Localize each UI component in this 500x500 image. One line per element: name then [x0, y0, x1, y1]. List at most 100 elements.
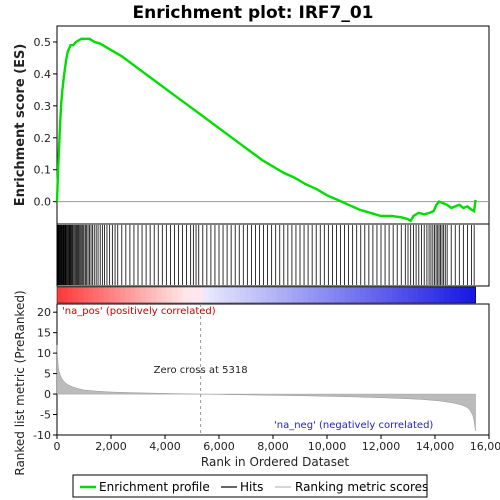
color-bar-segment	[234, 287, 241, 303]
es-y-axis-label: Enrichment score (ES)	[13, 44, 28, 207]
color-bar-segment	[381, 287, 388, 303]
color-bar-segment	[407, 287, 414, 303]
x-tick-label: 16,000	[470, 440, 500, 453]
color-bar-segment	[470, 287, 476, 303]
color-bar-segment	[438, 287, 445, 303]
color-bar-segment	[397, 287, 403, 303]
es-y-tick-label: 0.4	[34, 68, 52, 81]
negative-correlation-label: 'na_neg' (negatively correlated)	[274, 420, 433, 431]
color-bar-segment	[376, 287, 382, 303]
color-bar-segment	[67, 287, 74, 303]
x-tick-label: 4,000	[149, 440, 181, 453]
hits-marks	[56, 225, 475, 285]
color-bar-segment	[114, 287, 121, 303]
color-bar-segment	[177, 287, 184, 303]
color-bar-segment	[156, 287, 163, 303]
color-bar-segment	[287, 287, 293, 303]
positive-correlation-label: 'na_pos' (positively correlated)	[62, 306, 216, 317]
es-y-ticks: 0.0 0.1 0.2 0.3 0.4 0.5	[34, 36, 57, 209]
metric-y-tick-label: 20	[37, 306, 51, 319]
metric-y-tick-label: -5	[40, 409, 51, 422]
color-bar-segment	[454, 287, 461, 303]
color-bar-segment	[412, 287, 419, 303]
x-tick-label: 6,000	[203, 440, 235, 453]
es-panel: 0.0 0.1 0.2 0.3 0.4 0.5 Enrichment score (ES)	[13, 25, 490, 225]
color-bar-segment	[417, 287, 424, 303]
es-y-tick-label: 0.2	[34, 132, 52, 145]
color-bar-segment	[370, 287, 377, 303]
color-bar-segment	[465, 287, 471, 303]
hits-panel-frame	[56, 223, 490, 287]
color-bar-segment	[344, 287, 351, 303]
color-bar-segment	[182, 287, 189, 303]
color-bar-segment	[166, 287, 173, 303]
enrichment-profile-line	[55, 37, 477, 223]
color-bar-segment	[193, 287, 199, 303]
x-tick-label: 2,000	[95, 440, 127, 453]
color-bar-segment	[208, 287, 215, 303]
es-y-tick-label: 0.3	[34, 100, 52, 113]
x-tick-label: 12,000	[362, 440, 401, 453]
color-bar-segment	[349, 287, 356, 303]
color-bar-segment	[281, 287, 288, 303]
color-bar-segment	[135, 287, 142, 303]
es-panel-frame	[56, 25, 490, 225]
color-bar-segment	[276, 287, 283, 303]
color-bar-segment	[250, 287, 257, 303]
legend-frame	[72, 474, 428, 498]
color-bar-segment	[224, 287, 231, 303]
rank-color-bar	[56, 286, 476, 304]
color-bar-segment	[302, 287, 309, 303]
x-tick-label: 8,000	[257, 440, 289, 453]
color-bar-segment	[386, 287, 393, 303]
x-tick-label: 14,000	[416, 440, 455, 453]
color-bar-segment	[423, 287, 429, 303]
color-bar-segment	[318, 287, 325, 303]
color-bar-segment	[213, 287, 220, 303]
x-axis-ticks: 0 2,000 4,000 6,000 8,000 10,000 12,000 14,000 1…	[54, 435, 500, 453]
color-bar-segment	[119, 287, 126, 303]
color-bar-segment	[130, 287, 136, 303]
metric-y-tick-label: 15	[37, 327, 51, 340]
color-bar-segment	[98, 287, 105, 303]
color-bar-segment	[57, 287, 63, 303]
metric-panel-frame	[56, 303, 490, 436]
color-bar-segment	[198, 287, 204, 303]
color-bar-segment	[292, 287, 299, 303]
color-bar-segment	[402, 287, 408, 303]
color-bar-segment	[449, 287, 456, 303]
metric-y-tick-label: 0	[44, 388, 51, 401]
color-bar-segment	[62, 287, 68, 303]
metric-y-tick-label: 5	[44, 368, 51, 381]
color-bar-segment	[93, 287, 100, 303]
metric-y-tick-label: 10	[37, 347, 51, 360]
es-y-tick-label: 0.1	[34, 164, 52, 177]
color-bar-segment	[313, 287, 320, 303]
color-bar-segment	[109, 287, 116, 303]
metric-panel: -10 -5 0 5 10 15 20 Zero cross at 5318 'na_pos…	[13, 290, 490, 476]
color-bar-segment	[360, 287, 367, 303]
color-bar-segment	[428, 287, 435, 303]
color-bar-segment	[266, 287, 272, 303]
chart-title: Enrichment plot: IRF7_01	[132, 3, 373, 23]
legend-label-enrichment: Enrichment profile	[99, 480, 210, 494]
color-bar-segment	[391, 287, 398, 303]
legend-label-hits: Hits	[240, 480, 263, 494]
color-bar-segment	[145, 287, 152, 303]
color-bar-segment	[125, 287, 131, 303]
color-bar-segment	[203, 287, 210, 303]
hits-panel	[56, 223, 490, 287]
color-bar-segment	[83, 287, 89, 303]
color-bar-segment	[459, 287, 466, 303]
color-bar-segment	[444, 287, 450, 303]
color-bar-segment	[172, 287, 178, 303]
chart-legend: Enrichment profile Hits Ranking metric s…	[72, 474, 428, 498]
color-bar-segment	[355, 287, 361, 303]
x-axis-label: Rank in Ordered Dataset	[201, 455, 349, 469]
color-bar-segment	[323, 287, 330, 303]
es-y-tick-label: 0.0	[34, 196, 52, 209]
color-bar-segment	[72, 287, 79, 303]
color-bar-segment	[88, 287, 95, 303]
metric-y-ticks: -10 -5 0 5 10 15 20	[33, 306, 57, 442]
x-tick-label: 10,000	[308, 440, 347, 453]
